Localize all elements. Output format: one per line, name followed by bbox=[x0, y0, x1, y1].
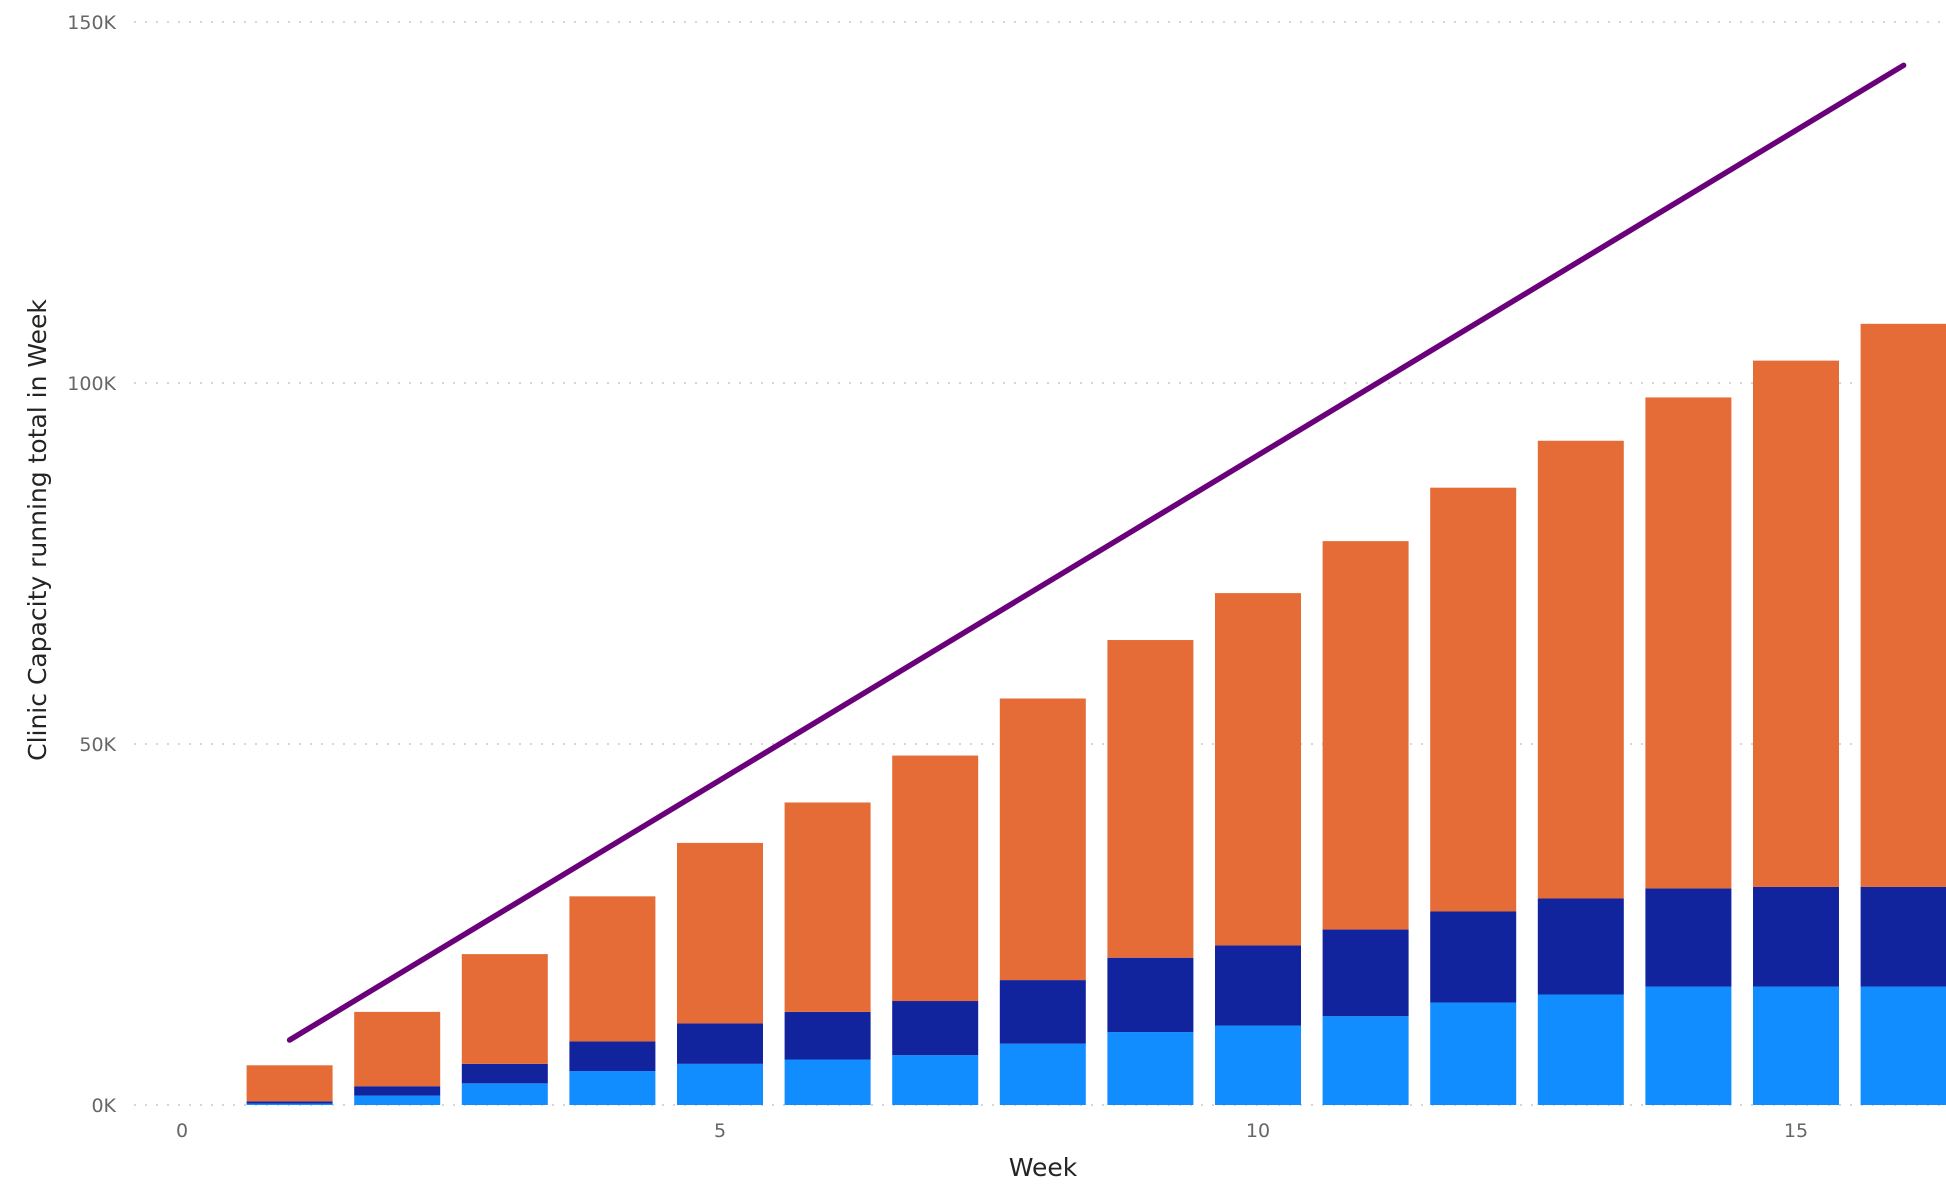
bar-segment-2 bbox=[892, 1001, 979, 1056]
bar-segment-3 bbox=[677, 842, 763, 1024]
x-tick-label: 10 bbox=[1246, 1120, 1270, 1142]
bar-segment-3 bbox=[569, 896, 656, 1042]
bar-segment-3 bbox=[461, 954, 548, 1064]
bar-segment-1 bbox=[246, 1103, 333, 1105]
bar-segment-3 bbox=[1537, 440, 1624, 899]
bar-segment-2 bbox=[1537, 898, 1624, 995]
bar-segment-2 bbox=[677, 1023, 763, 1064]
bars bbox=[246, 323, 1946, 1105]
bar-segment-3 bbox=[1645, 397, 1732, 889]
bar-segment-2 bbox=[784, 1011, 871, 1060]
bar-segment-3 bbox=[246, 1065, 333, 1102]
bar-segment-1 bbox=[1107, 1032, 1194, 1105]
bar-segment-2 bbox=[999, 980, 1086, 1044]
bar-segment-3 bbox=[1430, 487, 1517, 912]
bar-segment-1 bbox=[569, 1071, 656, 1105]
x-axis-title: Week bbox=[1009, 1153, 1078, 1182]
bar-segment-1 bbox=[1215, 1025, 1301, 1105]
bar-segment-2 bbox=[354, 1086, 441, 1096]
bar-segment-1 bbox=[677, 1063, 763, 1105]
bar-segment-1 bbox=[892, 1055, 979, 1105]
bar-segment-2 bbox=[1107, 957, 1194, 1033]
bar-segment-2 bbox=[1215, 945, 1301, 1026]
bar-segment-2 bbox=[1430, 911, 1517, 1003]
bar-segment-1 bbox=[784, 1059, 871, 1105]
x-tick-label: 15 bbox=[1784, 1120, 1808, 1142]
y-tick-label: 100K bbox=[67, 373, 116, 395]
bar-segment-1 bbox=[1322, 1016, 1409, 1105]
y-axis-title: Clinic Capacity running total in Week bbox=[23, 299, 52, 761]
bar-segment-1 bbox=[461, 1083, 548, 1105]
bar-segment-1 bbox=[1537, 994, 1624, 1105]
bar-segment-2 bbox=[246, 1101, 333, 1104]
bar-segment-2 bbox=[1860, 886, 1946, 987]
line-series-1 bbox=[286, 62, 1907, 1043]
bar-segment-3 bbox=[1322, 541, 1409, 930]
bar-segment-3 bbox=[1860, 323, 1946, 887]
bar-segment-1 bbox=[354, 1095, 441, 1105]
bar-segment-2 bbox=[1322, 929, 1409, 1017]
line-series bbox=[286, 62, 1907, 1043]
y-tick-label: 150K bbox=[67, 12, 116, 34]
bar-segment-3 bbox=[784, 802, 871, 1012]
bar-segment-2 bbox=[1645, 888, 1732, 987]
bar-segment-3 bbox=[999, 698, 1086, 981]
bar-segment-1 bbox=[1430, 1002, 1517, 1105]
bar-segment-1 bbox=[1860, 986, 1946, 1105]
y-tick-label: 0K bbox=[91, 1095, 116, 1117]
bar-segment-2 bbox=[1753, 886, 1839, 987]
bar-segment-2 bbox=[461, 1063, 548, 1084]
x-tick-label: 0 bbox=[176, 1120, 188, 1142]
bar-segment-3 bbox=[1215, 593, 1301, 946]
bar-segment-1 bbox=[1753, 986, 1839, 1105]
bar-segment-3 bbox=[892, 755, 979, 1002]
bar-segment-3 bbox=[1107, 640, 1194, 958]
y-tick-label: 50K bbox=[79, 734, 116, 756]
bar-segment-1 bbox=[1645, 986, 1732, 1105]
bar-segment-1 bbox=[999, 1043, 1086, 1105]
bar-segment-3 bbox=[354, 1011, 441, 1087]
x-tick-label: 5 bbox=[714, 1120, 726, 1142]
bar-segment-2 bbox=[569, 1041, 656, 1072]
x-tick-labels: 0 5 10 15 bbox=[176, 1120, 1808, 1142]
bar-segment-3 bbox=[1753, 360, 1839, 887]
y-tick-labels: 0K 50K 100K 150K bbox=[67, 12, 116, 1117]
